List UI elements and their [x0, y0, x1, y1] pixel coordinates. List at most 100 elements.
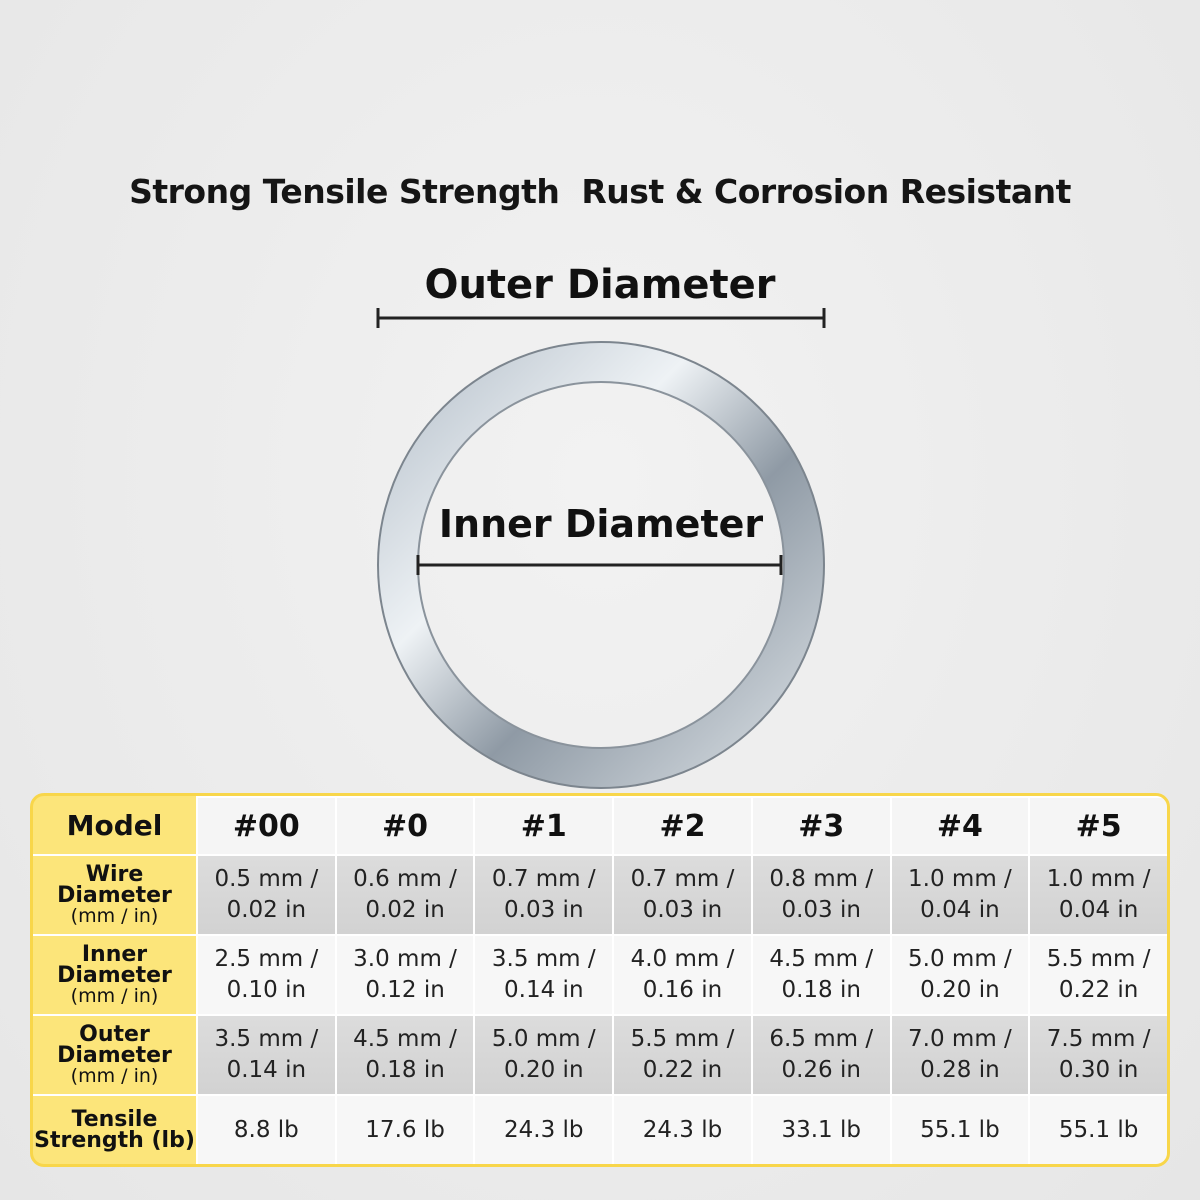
- cell-line: 5.5 mm /: [1046, 946, 1151, 972]
- table-cell: 2.5 mm / 0.10 in: [196, 934, 335, 1014]
- cell-line: 3.0 mm /: [353, 946, 457, 972]
- cell-line: 0.5 mm /: [214, 866, 319, 892]
- cell-line: 5.5 mm /: [630, 1026, 735, 1052]
- table-cell: 0.5 mm / 0.02 in: [196, 854, 335, 934]
- cell-line: 0.12 in: [365, 977, 445, 1003]
- cell-line: 4.5 mm /: [353, 1026, 457, 1052]
- cell-line: 0.30 in: [1058, 1057, 1139, 1083]
- row-header-line: Inner: [81, 941, 148, 967]
- table-cell: 33.1 lb: [750, 1094, 890, 1164]
- cell-line: 0.14 in: [504, 977, 584, 1003]
- table-cell: 1.0 mm / 0.04 in: [1028, 854, 1167, 934]
- table-cell: 7.5 mm / 0.30 in: [1028, 1014, 1167, 1094]
- corner-header: Model: [66, 808, 163, 842]
- headline: Strong Tensile Strength Rust & Corrosion…: [129, 172, 1071, 211]
- cell-line: 0.04 in: [920, 897, 1000, 923]
- ring-edge: [377, 341, 825, 789]
- cell-line: 1.0 mm /: [908, 866, 1012, 892]
- table-cell: 4.5 mm / 0.18 in: [334, 1014, 474, 1094]
- ring: [378, 342, 824, 788]
- table-cell: 4.0 mm / 0.16 in: [612, 934, 751, 1014]
- row-header-line: Diameter: [57, 1042, 172, 1068]
- cell-line: 0.02 in: [365, 897, 445, 923]
- cell-line: 1.0 mm /: [1046, 866, 1151, 892]
- table-cell: 55.1 lb: [889, 1094, 1029, 1164]
- row-header-line: Wire: [85, 861, 144, 887]
- row-unit: (mm / in): [70, 1064, 159, 1087]
- cell-line: 5.0 mm /: [491, 1026, 596, 1052]
- table-cell: 3.0 mm / 0.12 in: [334, 934, 474, 1014]
- cell-line: 0.8 mm /: [769, 866, 874, 892]
- cell-line: 7.5 mm /: [1046, 1026, 1151, 1052]
- cell-line: 0.22 in: [1058, 977, 1139, 1003]
- cell-line: 24.3 lb: [504, 1116, 584, 1143]
- cell-line: 2.5 mm /: [214, 946, 319, 972]
- cell-line: 0.6 mm /: [353, 866, 457, 892]
- table-cell: 6.5 mm / 0.26 in: [750, 1014, 890, 1094]
- cell-line: 17.6 lb: [365, 1116, 445, 1143]
- cell-line: 0.03 in: [504, 897, 584, 923]
- cell-line: 3.5 mm /: [214, 1026, 319, 1052]
- table-cell: 55.1 lb: [1028, 1094, 1167, 1164]
- cell-line: 0.28 in: [920, 1057, 1000, 1083]
- ring-diagram: Outer Diameter Inner Diameter: [376, 262, 826, 789]
- table-cell: 5.5 mm / 0.22 in: [612, 1014, 751, 1094]
- row-header: Wire Diameter (mm / in): [33, 854, 196, 934]
- model-header: #4: [889, 796, 1029, 854]
- cell-line: 55.1 lb: [1058, 1116, 1139, 1143]
- cell-line: 0.7 mm /: [491, 866, 596, 892]
- model-header: #00: [196, 796, 335, 854]
- row-header: Tensile Strength (lb): [33, 1094, 196, 1164]
- table-cell: 17.6 lb: [334, 1094, 474, 1164]
- cell-line: 6.5 mm /: [769, 1026, 874, 1052]
- inner-dimension: [416, 555, 783, 575]
- table-cell: 5.5 mm / 0.22 in: [1028, 934, 1167, 1014]
- table-cell: 3.5 mm / 0.14 in: [473, 934, 613, 1014]
- table-cell: 0.7 mm / 0.03 in: [612, 854, 751, 934]
- cell-line: 0.26 in: [781, 1057, 861, 1083]
- cell-line: 8.8 lb: [233, 1116, 299, 1143]
- table-cell: 1.0 mm / 0.04 in: [889, 854, 1029, 934]
- cell-line: 0.02 in: [226, 897, 307, 923]
- table-cell: 7.0 mm / 0.28 in: [889, 1014, 1029, 1094]
- cell-line: 5.0 mm /: [908, 946, 1012, 972]
- cell-line: 0.18 in: [365, 1057, 445, 1083]
- row-header: Outer Diameter (mm / in): [33, 1014, 196, 1094]
- row-header-line: Tensile: [71, 1107, 158, 1132]
- cell-line: 0.04 in: [1058, 897, 1139, 923]
- cell-line: 0.10 in: [226, 977, 307, 1003]
- table-cell: 0.6 mm / 0.02 in: [334, 854, 474, 934]
- table-cell: 3.5 mm / 0.14 in: [196, 1014, 335, 1094]
- spec-table: Model #00 #0 #1 #2 #3 #4 #5 Wire Diameter (mm / in…: [30, 793, 1170, 1167]
- cell-line: 4.0 mm /: [630, 946, 735, 972]
- model-header: #0: [334, 796, 474, 854]
- cell-line: 0.03 in: [781, 897, 861, 923]
- row-header-line: Diameter: [57, 882, 172, 908]
- cell-line: 0.20 in: [504, 1057, 584, 1083]
- outer-label: Outer Diameter: [424, 262, 775, 308]
- model-header: #5: [1028, 796, 1167, 854]
- cell-line: 3.5 mm /: [491, 946, 596, 972]
- row-header-line: Strength (lb): [34, 1128, 195, 1153]
- table-cell: 0.7 mm / 0.03 in: [473, 854, 613, 934]
- row-header-line: Outer: [79, 1021, 150, 1047]
- cell-line: 0.22 in: [642, 1057, 723, 1083]
- table-cell: 24.3 lb: [612, 1094, 751, 1164]
- cell-line: 33.1 lb: [781, 1116, 861, 1143]
- cell-line: 0.16 in: [642, 977, 723, 1003]
- cell-line: 24.3 lb: [642, 1116, 723, 1143]
- model-header: #3: [750, 796, 890, 854]
- cell-line: 0.20 in: [920, 977, 1000, 1003]
- cell-line: 0.7 mm /: [630, 866, 735, 892]
- cell-line: 7.0 mm /: [908, 1026, 1012, 1052]
- row-unit: (mm / in): [70, 984, 159, 1007]
- table-cell: 8.8 lb: [196, 1094, 335, 1164]
- table-cell: 4.5 mm / 0.18 in: [750, 934, 890, 1014]
- table-cell: 5.0 mm / 0.20 in: [473, 1014, 613, 1094]
- cell-line: 4.5 mm /: [769, 946, 874, 972]
- outer-dimension: [376, 308, 826, 328]
- row-unit: (mm / in): [70, 904, 159, 927]
- cell-line: 55.1 lb: [920, 1116, 1000, 1143]
- inner-label: Inner Diameter: [439, 502, 764, 546]
